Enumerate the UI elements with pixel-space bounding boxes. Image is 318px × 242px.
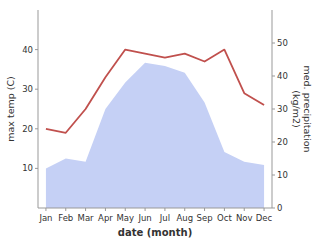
y-tick-label: 40 (22, 45, 33, 55)
x-tick (224, 208, 225, 211)
x-tick-label: Sep (197, 213, 213, 223)
y2-tick-label: 30 (277, 104, 288, 114)
x-tick (184, 208, 185, 211)
marks (46, 50, 264, 208)
y2-tick (272, 208, 275, 209)
x-tick (204, 208, 205, 211)
y2-tick (272, 142, 275, 143)
x-tick (145, 208, 146, 211)
x-tick (105, 208, 106, 211)
y2-tick-label: 50 (277, 38, 288, 48)
chart: 10 20 30 40 0 10 20 30 40 50 Jan Feb MarAprMayJun Jul… (0, 0, 318, 242)
x-tick (125, 208, 126, 211)
y2-tick-label: 10 (277, 170, 288, 180)
x-tick-label: Jun (137, 213, 151, 223)
x-tick-label: Jan (38, 213, 52, 223)
y-tick (35, 89, 38, 90)
y2-tick (272, 175, 275, 176)
y2-axis-label-line: med. precipitation (302, 65, 313, 152)
y2-axis-label: med. precipitation(kg/m2) (291, 65, 313, 152)
y-tick-label: 20 (22, 124, 33, 134)
x-tick (45, 208, 46, 211)
x-axis-label: date (month) (118, 227, 192, 238)
x-axis-line (38, 208, 272, 209)
y-axis-line (38, 10, 39, 208)
y2-tick (272, 43, 275, 44)
x-tick (264, 208, 265, 211)
y2-tick-label: 40 (277, 71, 288, 81)
x-tick (85, 208, 86, 211)
y2-tick-label: 20 (277, 137, 288, 147)
x-tick (244, 208, 245, 211)
precipitation-area (46, 63, 264, 208)
y-tick-label: 10 (22, 163, 33, 173)
x-tick-label: May (116, 213, 134, 223)
x-tick-label: Jul (159, 213, 170, 223)
x-tick-label: Aug (176, 213, 193, 223)
x-tick-label: Nov (236, 213, 253, 223)
x-tick-label: Apr (98, 213, 113, 223)
y2-axis-label-line: (kg/m2) (291, 90, 302, 127)
y-axis-label: max temp (C) (5, 76, 16, 142)
x-tick-label: Dec (256, 213, 273, 223)
y2-tick (272, 76, 275, 77)
y-tick (35, 49, 38, 50)
x-tick (65, 208, 66, 211)
y-tick (35, 128, 38, 129)
x-tick-label: Mar (78, 213, 95, 223)
y2-tick-label: 0 (277, 203, 282, 213)
chart-container: 10 20 30 40 0 10 20 30 40 50 Jan Feb MarAprMayJun Jul… (0, 0, 318, 242)
x-tick (164, 208, 165, 211)
x-tick-label: Feb (58, 213, 73, 223)
y-tick-label: 30 (22, 84, 33, 94)
temperature-line (46, 50, 264, 133)
y2-tick (272, 109, 275, 110)
y-tick (35, 168, 38, 169)
x-tick-label: Oct (217, 213, 232, 223)
